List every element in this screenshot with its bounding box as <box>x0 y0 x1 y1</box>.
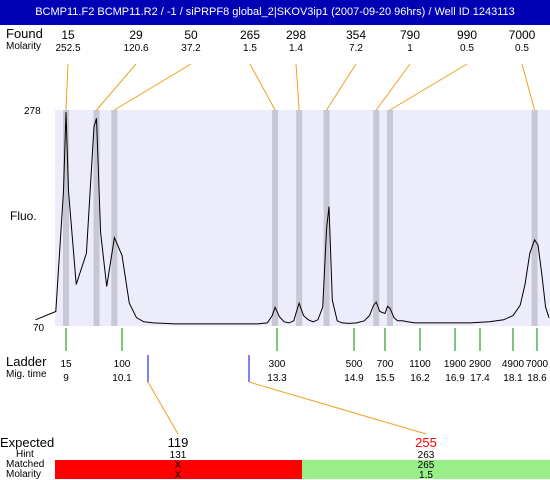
ladder-mig-time-4900: 18.1 <box>503 373 523 384</box>
molarity-row-label: Molarity <box>6 41 42 52</box>
ladder-size-1100: 1100 <box>409 359 431 370</box>
ladder-mig-time-700: 15.5 <box>375 373 395 384</box>
peak-band-790 <box>373 110 380 326</box>
ladder-mig-time-300: 13.3 <box>267 373 287 384</box>
ladder-mig-time-100: 10.1 <box>112 373 132 384</box>
found-size-265: 265 <box>240 28 260 42</box>
peak-band-990 <box>387 110 393 326</box>
peak-band-354 <box>323 110 330 326</box>
expected-hint-255: 263 <box>418 450 435 461</box>
not-matched-bar <box>55 460 302 479</box>
peak-band-265 <box>272 110 279 326</box>
ladder-mig-time-15: 9 <box>63 373 69 384</box>
ladder-size-2900: 2900 <box>469 359 492 370</box>
hint-row-label: Hint <box>16 449 34 460</box>
peak-callout-50 <box>114 63 192 111</box>
found-size-50: 50 <box>184 28 198 42</box>
fluorescence-trace <box>35 112 550 325</box>
ladder-mig-time-7000: 18.6 <box>527 373 547 384</box>
found-size-354: 354 <box>346 28 366 42</box>
peak-callout-29 <box>96 63 137 111</box>
found-row-label: Found <box>6 26 43 41</box>
peak-callout-990 <box>389 63 468 111</box>
found-molarity-7000: 0.5 <box>515 43 529 54</box>
mig-time-row-label: Mig. time <box>6 369 47 380</box>
peak-band-298 <box>296 110 303 326</box>
expected-size-119: 119 <box>168 435 189 450</box>
found-molarity-790: 1 <box>407 43 413 54</box>
found-size-990: 990 <box>457 28 477 42</box>
peak-band-50 <box>111 110 118 326</box>
expected-row-label: Expected <box>0 435 55 450</box>
ladder-mig-time-2900: 17.4 <box>470 373 490 384</box>
ladder-mig-time-1100: 16.2 <box>410 373 430 384</box>
found-molarity-15: 252.5 <box>55 43 80 54</box>
peak-callout-790 <box>375 63 411 111</box>
y-tick-top: 278 <box>24 106 41 117</box>
found-size-29: 29 <box>129 28 143 42</box>
expected-hint-119: 131 <box>170 450 187 461</box>
plot-area <box>55 110 550 326</box>
y-axis-label: Fluo. <box>10 209 37 223</box>
found-molarity-50: 37.2 <box>181 43 201 54</box>
found-size-15: 15 <box>61 28 75 42</box>
found-size-790: 790 <box>400 28 420 42</box>
found-size-7000: 7000 <box>509 28 536 42</box>
ladder-size-4900: 4900 <box>502 359 525 370</box>
found-molarity-29: 120.6 <box>123 43 148 54</box>
peak-band-15 <box>63 110 69 326</box>
expected-callout-119 <box>147 381 179 435</box>
peak-band-7000 <box>531 110 538 326</box>
expected-callout-255 <box>248 381 427 435</box>
ladder-size-300: 300 <box>269 359 286 370</box>
ladder-size-7000: 7000 <box>526 359 549 370</box>
ladder-size-100: 100 <box>114 359 131 370</box>
peak-callout-354 <box>326 63 357 111</box>
found-molarity-265: 1.5 <box>243 43 257 54</box>
ladder-size-500: 500 <box>346 359 363 370</box>
matched-row-label: Matched <box>6 459 45 470</box>
peak-callout-15 <box>65 63 69 111</box>
expected-molarity-row-label: Molarity <box>6 469 42 480</box>
ladder-size-15: 15 <box>60 359 72 370</box>
peak-callout-298 <box>295 63 300 111</box>
y-tick-bottom: 70 <box>33 323 45 334</box>
ladder-size-700: 700 <box>377 359 394 370</box>
expected-size-255: 255 <box>415 435 437 450</box>
ladder-row-label: Ladder <box>6 354 47 369</box>
chart-title: BCMP11.F2 BCMP11.R2 / -1 / siPRPF8 globa… <box>0 0 550 25</box>
found-molarity-298: 1.4 <box>289 43 303 54</box>
found-molarity-354: 7.2 <box>349 43 363 54</box>
ladder-mig-time-1900: 16.9 <box>445 373 465 384</box>
found-size-298: 298 <box>286 28 306 42</box>
found-molarity-990: 0.5 <box>460 43 474 54</box>
peak-callout-265 <box>249 63 276 111</box>
peak-callout-7000 <box>521 63 536 111</box>
matched-bar <box>302 460 550 479</box>
ladder-size-1900: 1900 <box>444 359 467 370</box>
peak-band-29 <box>93 110 100 326</box>
ladder-mig-time-500: 14.9 <box>344 373 364 384</box>
